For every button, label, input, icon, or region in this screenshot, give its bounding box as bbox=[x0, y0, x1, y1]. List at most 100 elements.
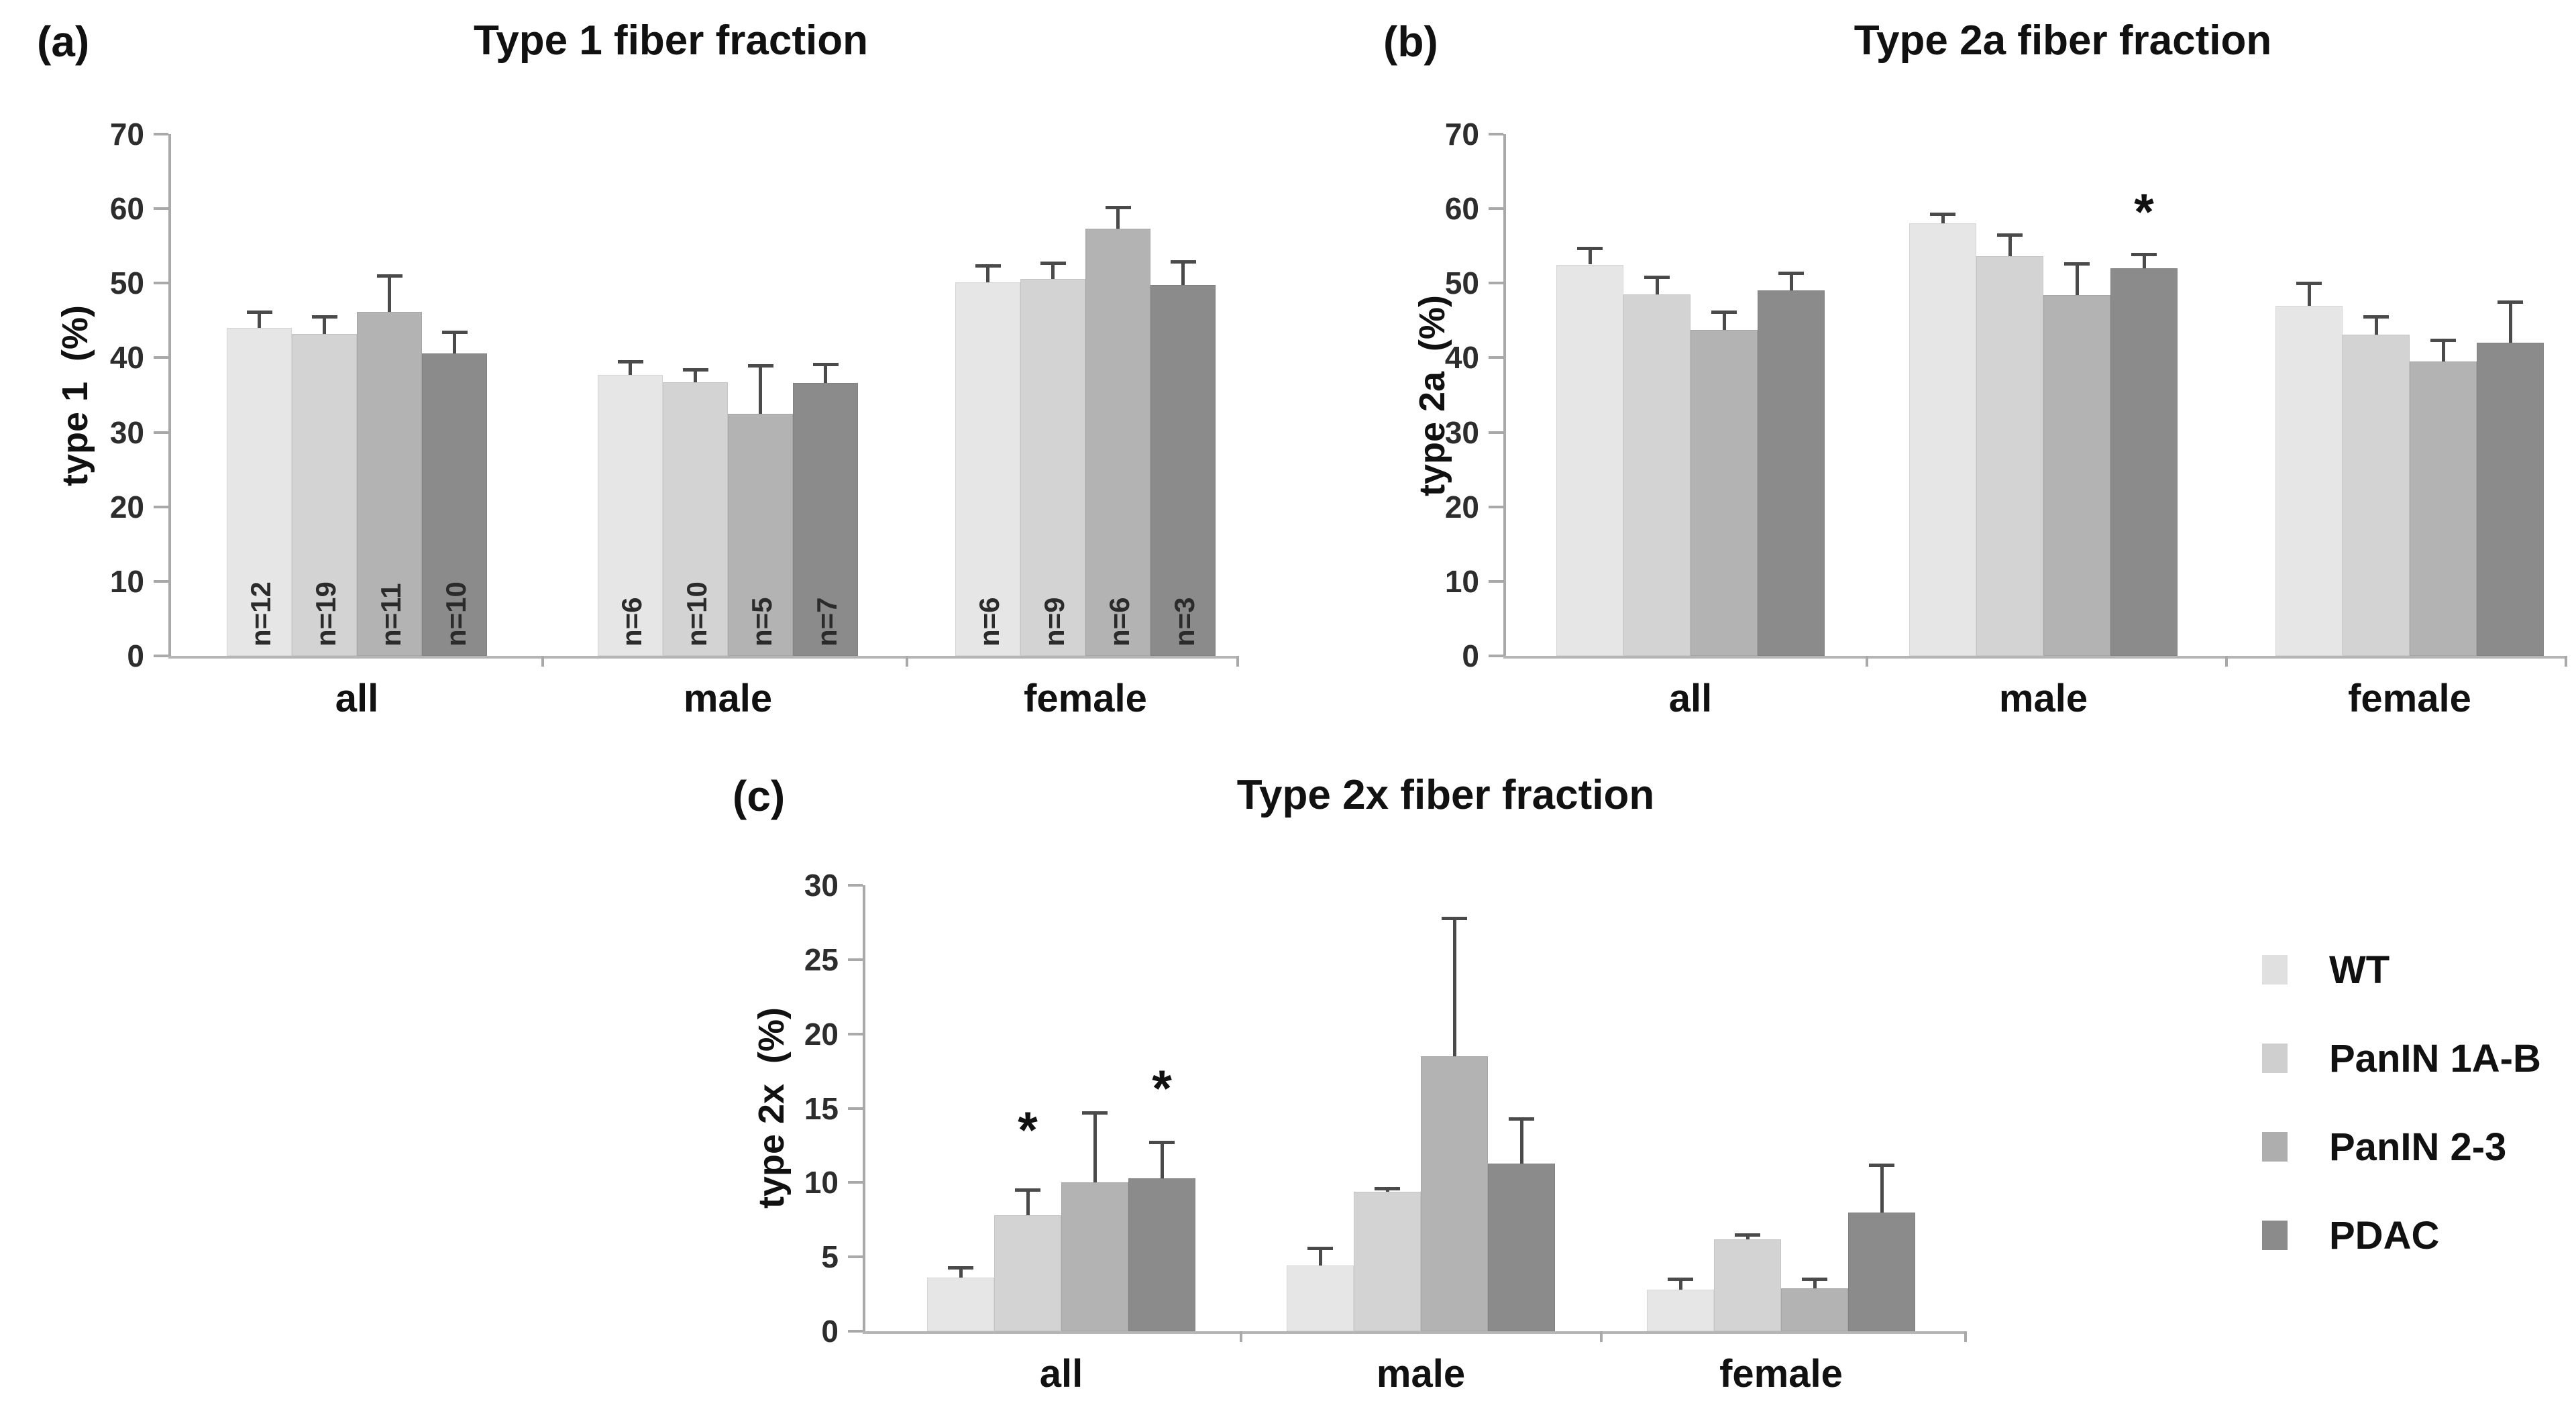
y-tick bbox=[154, 207, 168, 211]
error-bar-stem bbox=[1789, 272, 1793, 291]
y-axis-line bbox=[168, 134, 171, 659]
y-tick-label: 40 bbox=[109, 340, 144, 376]
error-bar-stem bbox=[1181, 262, 1185, 285]
bar-PDAC-female bbox=[2477, 343, 2544, 656]
panel-letter-c: (c) bbox=[733, 772, 786, 820]
y-tick-label: 15 bbox=[804, 1090, 839, 1126]
error-bar-stem bbox=[1941, 213, 1945, 224]
legend-label-pdac: PDAC bbox=[2329, 1213, 2440, 1257]
x-axis-line bbox=[168, 656, 1238, 659]
panel-letter-b: (b) bbox=[1383, 17, 1438, 66]
error-bar-cap bbox=[747, 363, 773, 368]
error-bar-cap bbox=[1375, 1187, 1400, 1191]
error-bar-stem bbox=[1588, 248, 1592, 265]
y-tick-label: 10 bbox=[1444, 563, 1479, 599]
bar-WT-all bbox=[227, 327, 292, 656]
error-bar-cap bbox=[1930, 212, 1955, 216]
y-tick-label: 0 bbox=[1462, 638, 1479, 673]
error-bar-stem bbox=[1318, 1247, 1322, 1266]
legend-item-pdac: PDAC bbox=[2262, 1202, 2439, 1269]
bar-PanIN 1A-B-male bbox=[1976, 256, 2043, 656]
legend-swatch-wt bbox=[2262, 955, 2288, 985]
significance-asterisk: * bbox=[1152, 1060, 1172, 1117]
error-bar-stem bbox=[986, 265, 989, 283]
y-tick-label: 40 bbox=[1444, 340, 1479, 376]
error-bar-cap bbox=[1307, 1246, 1333, 1250]
legend-label-panin1ab: PanIN 1A-B bbox=[2329, 1036, 2541, 1080]
category-label-male: male bbox=[1376, 1352, 1466, 1396]
y-tick bbox=[1489, 207, 1503, 211]
y-tick bbox=[1489, 505, 1503, 508]
error-bar-stem bbox=[629, 361, 632, 375]
y-tick bbox=[1489, 431, 1503, 434]
error-bar-stem bbox=[694, 370, 697, 383]
error-bar-stem bbox=[1655, 277, 1659, 294]
error-bar-stem bbox=[1678, 1279, 1682, 1290]
error-bar-stem bbox=[1051, 263, 1055, 279]
x-tick bbox=[905, 656, 908, 667]
x-tick bbox=[2225, 656, 2228, 667]
x-tick bbox=[2565, 656, 2567, 667]
y-tick bbox=[1489, 282, 1503, 285]
y-tick bbox=[154, 431, 168, 434]
y-tick bbox=[154, 655, 168, 657]
error-bar-cap bbox=[1997, 233, 2023, 237]
error-bar-cap bbox=[1082, 1111, 1108, 1115]
y-tick-label: 30 bbox=[109, 414, 144, 450]
bar-PanIN 1A-B-female bbox=[1714, 1239, 1781, 1331]
error-bar-cap bbox=[1802, 1278, 1827, 1282]
y-tick bbox=[848, 1107, 863, 1110]
y-tick-label: 60 bbox=[109, 191, 144, 227]
panel-title-c: Type 2x fiber fraction bbox=[1236, 772, 1655, 818]
error-bar-stem bbox=[1722, 311, 1726, 331]
bar-PanIN 1A-B-all bbox=[1623, 294, 1690, 656]
y-tick-label: 50 bbox=[1444, 266, 1479, 301]
category-label-female: female bbox=[1024, 677, 1147, 720]
legend-swatch-panin23 bbox=[2262, 1132, 2288, 1162]
error-bar-stem bbox=[824, 364, 827, 384]
error-bar-stem bbox=[2008, 235, 2012, 257]
bar-PanIN 2-3-female bbox=[1781, 1288, 1848, 1331]
bar-PDAC-all bbox=[422, 353, 487, 656]
x-tick bbox=[541, 656, 544, 667]
bar-WT-all bbox=[1556, 264, 1623, 656]
y-tick bbox=[1489, 133, 1503, 135]
category-label-male: male bbox=[1998, 677, 2088, 720]
legend-swatch-panin1ab bbox=[2262, 1044, 2288, 1073]
y-axis-line bbox=[1503, 134, 1506, 659]
bar-PDAC-male bbox=[793, 383, 858, 656]
bar-PanIN 1A-B-all bbox=[994, 1215, 1061, 1331]
x-tick bbox=[1964, 1331, 1967, 1342]
error-bar-stem bbox=[1813, 1279, 1817, 1288]
y-tick bbox=[154, 282, 168, 285]
error-bar-stem bbox=[1160, 1142, 1164, 1178]
error-bar-cap bbox=[1442, 916, 1467, 920]
error-bar-cap bbox=[2363, 315, 2389, 319]
error-bar-cap bbox=[1577, 247, 1603, 251]
error-bar-cap bbox=[1735, 1233, 1760, 1237]
bar-WT-male bbox=[1287, 1266, 1354, 1331]
bar-PDAC-all bbox=[1128, 1178, 1195, 1331]
error-bar-cap bbox=[682, 368, 708, 372]
bar-WT-female bbox=[955, 282, 1020, 656]
bar-PanIN 2-3-female bbox=[1085, 229, 1150, 656]
error-bar-stem bbox=[1519, 1119, 1523, 1164]
panel-letter-a: (a) bbox=[37, 17, 90, 66]
y-tick-label: 20 bbox=[1444, 489, 1479, 524]
bar-PDAC-male bbox=[2110, 268, 2178, 656]
y-axis-line bbox=[863, 885, 865, 1334]
error-bar-cap bbox=[376, 274, 402, 278]
error-bar-stem bbox=[1116, 207, 1120, 229]
category-label-female: female bbox=[1719, 1352, 1843, 1396]
y-tick-label: 25 bbox=[804, 942, 839, 977]
error-bar-cap bbox=[311, 315, 337, 319]
y-tick bbox=[848, 1032, 863, 1035]
bar-PanIN 2-3-male bbox=[2043, 295, 2110, 656]
y-tick-label: 0 bbox=[127, 638, 144, 673]
y-tick-label: 0 bbox=[821, 1314, 839, 1349]
y-tick bbox=[848, 1181, 863, 1184]
bar-WT-female bbox=[2275, 305, 2343, 656]
bar-PanIN 2-3-male bbox=[1421, 1056, 1488, 1331]
error-bar-stem bbox=[323, 317, 326, 334]
